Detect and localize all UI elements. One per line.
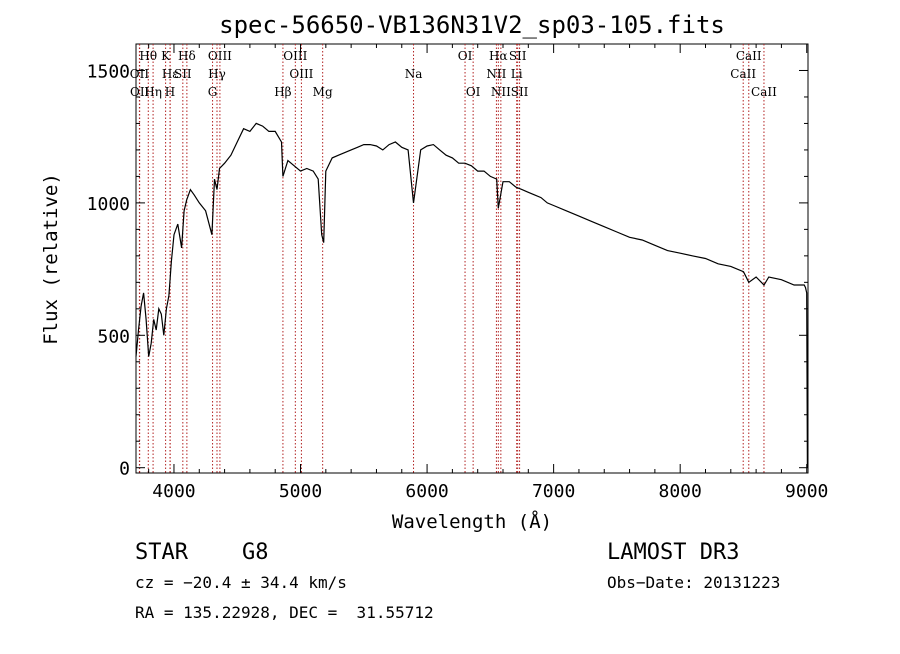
marker-label: OIII bbox=[283, 49, 307, 63]
y-tick-label: 0 bbox=[119, 459, 130, 480]
marker-label: Hη bbox=[144, 85, 162, 99]
survey-name: LAMOST DR3 bbox=[607, 540, 740, 565]
marker-label: Li bbox=[511, 67, 523, 81]
marker-label: CaII bbox=[730, 67, 756, 81]
marker-label: SII bbox=[174, 67, 192, 81]
x-axis-label: Wavelength (Å) bbox=[392, 510, 552, 533]
line-markers bbox=[138, 44, 765, 473]
marker-label: Hγ bbox=[208, 67, 226, 81]
object-subclass: G8 bbox=[242, 540, 269, 565]
y-axis-label: Flux (relative) bbox=[40, 173, 62, 345]
coordinates-readout: RA = 135.22928, DEC = 31.55712 bbox=[135, 603, 434, 622]
observation-date: Obs−Date: 20131223 bbox=[607, 573, 781, 592]
marker-label: Hα bbox=[489, 49, 508, 63]
marker-label: G bbox=[208, 85, 218, 99]
marker-label: Mg bbox=[313, 85, 333, 99]
marker-label: Hθ bbox=[139, 49, 157, 63]
marker-label: OI bbox=[458, 49, 473, 63]
marker-label: Hε bbox=[162, 67, 179, 81]
object-class: STAR bbox=[135, 540, 188, 565]
marker-label: Hβ bbox=[274, 85, 291, 99]
chart-title: spec-56650-VB136N31V2_sp03-105.fits bbox=[219, 11, 725, 39]
marker-label: H bbox=[165, 85, 175, 99]
marker-label: K bbox=[161, 49, 171, 63]
y-tick-label: 1500 bbox=[87, 61, 130, 82]
marker-label: CaII bbox=[751, 85, 777, 99]
y-axis-ticks: 0 500 1000 1500 bbox=[87, 61, 808, 480]
flux-series-line bbox=[135, 122, 808, 468]
x-axis-ticks: 4000 5000 6000 7000 8000 9000 bbox=[148, 44, 828, 502]
marker-label: NII bbox=[486, 67, 506, 81]
x-tick-label: 9000 bbox=[785, 481, 828, 502]
plot-frame bbox=[135, 43, 809, 474]
marker-label: OIII bbox=[208, 49, 232, 63]
x-tick-label: 4000 bbox=[152, 481, 195, 502]
marker-label: Hδ bbox=[178, 49, 196, 63]
x-tick-label: 6000 bbox=[405, 481, 448, 502]
marker-label: OIII bbox=[289, 67, 313, 81]
marker-label: NII bbox=[491, 85, 511, 99]
marker-label: OII bbox=[130, 67, 150, 81]
x-tick-label: 8000 bbox=[659, 481, 702, 502]
marker-label: SII bbox=[511, 85, 529, 99]
x-tick-label: 5000 bbox=[279, 481, 322, 502]
marker-label: SII bbox=[509, 49, 527, 63]
y-tick-label: 500 bbox=[97, 326, 130, 347]
redshift-readout: cz = −20.4 ± 34.4 km/s bbox=[135, 573, 347, 592]
y-tick-label: 1000 bbox=[87, 194, 130, 215]
marker-label: Na bbox=[405, 67, 423, 81]
x-tick-label: 7000 bbox=[532, 481, 575, 502]
marker-label: OII bbox=[130, 85, 150, 99]
marker-label: CaII bbox=[736, 49, 762, 63]
marker-label: OI bbox=[466, 85, 481, 99]
